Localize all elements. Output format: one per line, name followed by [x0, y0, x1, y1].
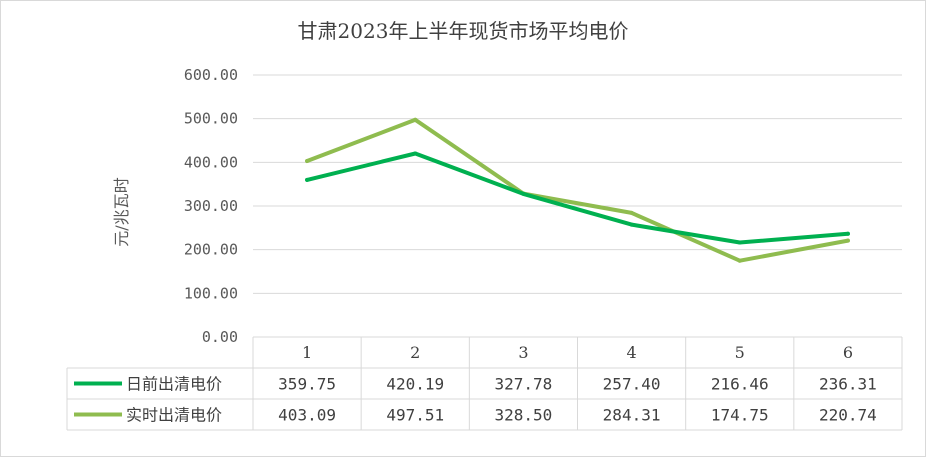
data-label: 327.78 [495, 375, 553, 394]
x-category-label: 3 [518, 343, 528, 362]
series-name: 实时出清电价 [126, 406, 222, 425]
data-label: 359.75 [278, 375, 336, 394]
data-label: 174.75 [711, 406, 769, 425]
y-tick-label: 300.00 [184, 197, 238, 215]
y-tick-label: 600.00 [184, 66, 238, 84]
data-label: 403.09 [278, 406, 336, 425]
data-point [413, 151, 418, 156]
data-label: 220.74 [819, 406, 877, 425]
series-lines [305, 117, 850, 263]
data-point [305, 177, 310, 182]
data-point [737, 240, 742, 245]
data-label: 284.31 [603, 406, 661, 425]
data-point [305, 158, 310, 163]
data-point [845, 238, 850, 243]
data-point [629, 210, 634, 215]
data-label: 236.31 [819, 375, 877, 394]
y-axis-ticks: 0.00 100.00 200.00 300.00 400.00 500.00 600.00 [184, 66, 238, 346]
chart-title: 甘肃2023年上半年现货市场平均电价 [298, 19, 629, 43]
data-label: 257.40 [603, 375, 661, 394]
data-label: 216.46 [711, 375, 769, 394]
x-category-label: 6 [843, 343, 853, 362]
data-table: 1 2 3 4 5 6 日前出清电价 359.75 420.19 327.78 257.40 216.… [66, 336, 903, 431]
data-point [845, 231, 850, 236]
y-tick-label: 200.00 [184, 241, 238, 259]
x-category-label: 4 [626, 343, 636, 362]
y-tick-label: 400.00 [184, 153, 238, 171]
x-category-label: 1 [302, 343, 312, 362]
x-category-label: 5 [735, 343, 745, 362]
data-label: 497.51 [386, 406, 444, 425]
y-axis-label: 元/兆瓦时 [112, 177, 131, 246]
data-point [629, 222, 634, 227]
data-point [737, 258, 742, 263]
series-line [305, 117, 850, 263]
data-label: 328.50 [495, 406, 553, 425]
series-line [305, 151, 850, 245]
x-category-label: 2 [410, 343, 420, 362]
y-tick-label: 0.00 [202, 328, 238, 346]
series-name: 日前出清电价 [126, 375, 222, 394]
data-label: 420.19 [386, 375, 444, 394]
y-tick-label: 500.00 [184, 110, 238, 128]
data-point [521, 191, 526, 196]
data-point [413, 117, 418, 122]
y-tick-label: 100.00 [184, 284, 238, 302]
